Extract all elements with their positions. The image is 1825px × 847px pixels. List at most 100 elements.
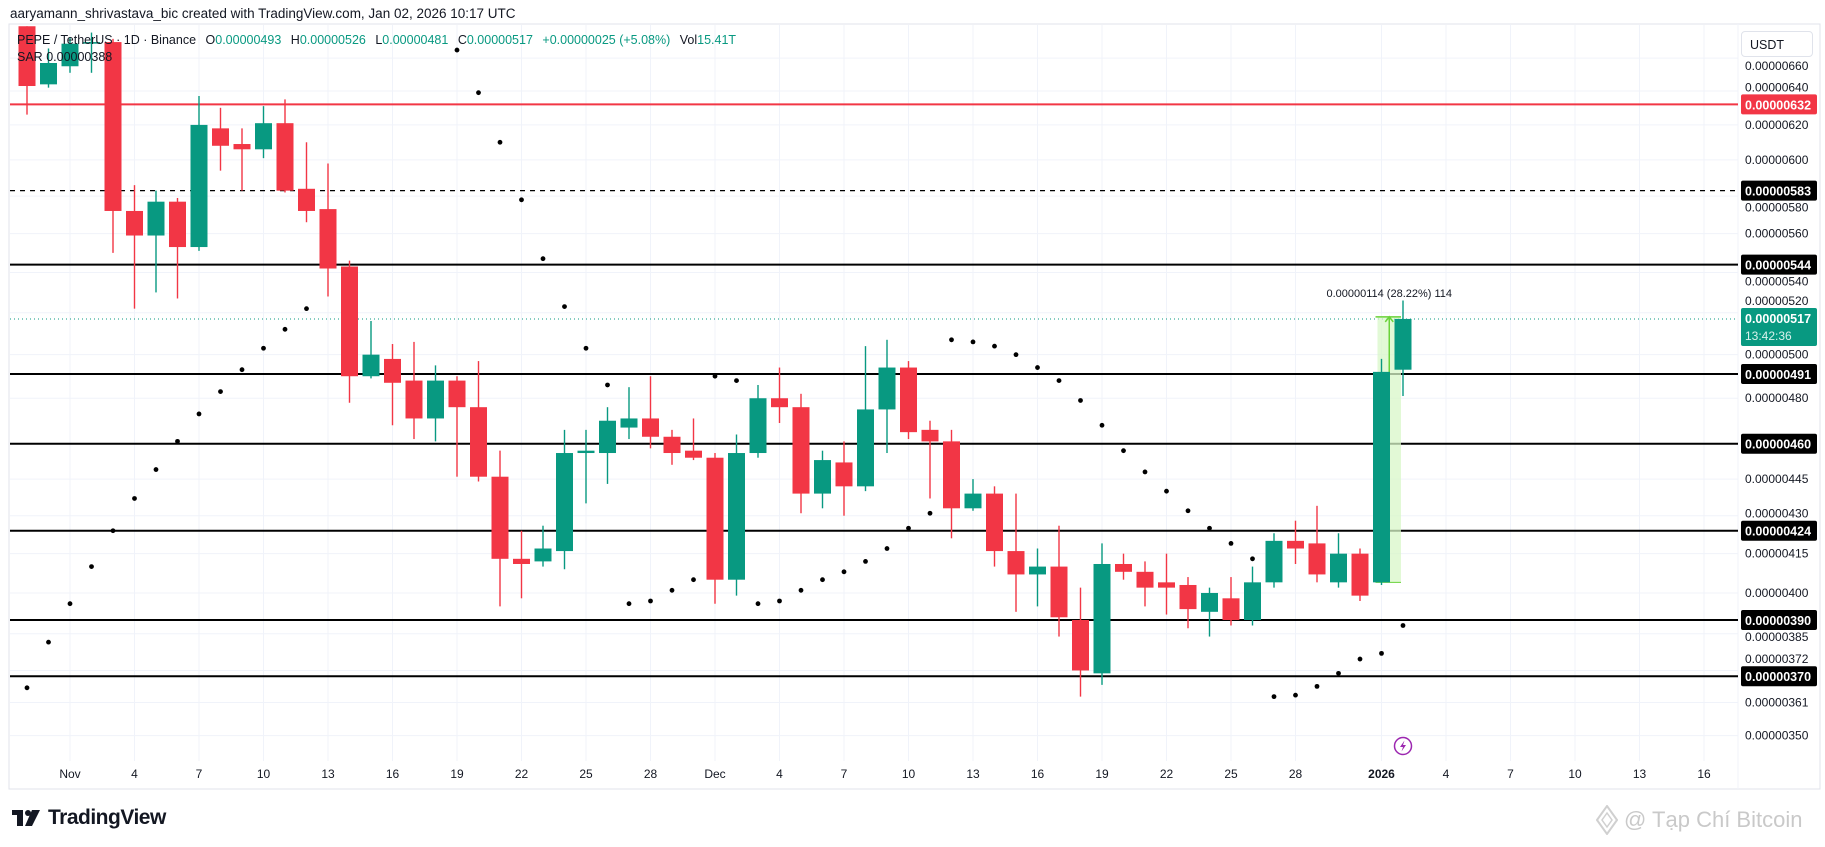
- candle: [298, 142, 315, 223]
- candle-body: [1222, 598, 1240, 621]
- time-axis-label: 2026: [1368, 767, 1395, 781]
- time-axis-label: 28: [1289, 767, 1303, 781]
- candle: [900, 361, 917, 440]
- sar-dot: [218, 389, 223, 394]
- candle-body: [556, 453, 573, 552]
- sar-dot: [562, 304, 567, 310]
- sar-dot: [605, 382, 610, 388]
- candle: [1351, 548, 1369, 602]
- symbol-legend[interactable]: PEPE / TetherUS · 1D · Binance O0.000004…: [17, 33, 736, 47]
- candle: [792, 393, 810, 514]
- candle: [1136, 561, 1154, 607]
- time-axis[interactable]: Nov 4 7 10 13 16 19 22 25 28 Dec 4 7 10 13 16 19 22 25 28 20…: [59, 767, 1711, 781]
- sar-dot: [1314, 683, 1320, 689]
- candle-body: [964, 493, 982, 509]
- price-axis-label: 0.00000540: [1745, 275, 1809, 289]
- time-axis-label: Nov: [59, 767, 80, 781]
- sar-dot: [1035, 365, 1040, 370]
- candle: [319, 163, 337, 297]
- sar-dot: [712, 373, 718, 379]
- candle: [1201, 587, 1218, 637]
- price-tags: 0.00000632 0.00000583 0.00000544 0.00000491…: [1326, 94, 1817, 687]
- sar-dot: [927, 510, 933, 516]
- lightning-icon: [1400, 740, 1406, 752]
- symbol-name[interactable]: PEPE / TetherUS · 1D · Binance: [17, 33, 197, 47]
- currency-button[interactable]: USDT: [1741, 31, 1813, 57]
- candle: [1007, 493, 1025, 612]
- sar-dot: [970, 339, 976, 345]
- measure-arrow-head-icon: [1384, 315, 1394, 323]
- candle-body: [599, 420, 616, 454]
- candle: [169, 197, 186, 299]
- candle: [1179, 577, 1197, 629]
- open-value: 0.00000493: [215, 33, 282, 47]
- price-axis-label: 0.00000600: [1745, 153, 1809, 167]
- candle-body: [986, 493, 1003, 552]
- price-axis-label: 0.00000660: [1745, 59, 1809, 73]
- candle-body: [534, 548, 552, 562]
- time-axis-label: 28: [644, 767, 658, 781]
- candle: [40, 48, 57, 88]
- candle-body: [448, 380, 466, 408]
- candle: [943, 429, 960, 539]
- candle-body: [427, 380, 444, 419]
- sar-legend[interactable]: SAR 0.00000388: [17, 50, 112, 64]
- candle: [1072, 587, 1089, 697]
- sar-dot: [282, 326, 288, 332]
- high-value: 0.00000526: [299, 33, 366, 47]
- sar-dot: [454, 47, 460, 53]
- candle: [104, 38, 122, 253]
- candle: [706, 453, 724, 604]
- candle-body: [771, 398, 788, 408]
- sar-dot: [669, 587, 675, 593]
- tradingview-logo[interactable]: TradingView: [12, 806, 166, 830]
- candle: [405, 341, 423, 440]
- price-axis-label: 0.00000400: [1745, 586, 1809, 600]
- low-value: 0.00000481: [382, 33, 449, 47]
- candle-body: [470, 407, 487, 477]
- level-price-label: 0.00000460: [1745, 438, 1811, 452]
- candle-body: [1287, 540, 1304, 549]
- candle: [362, 321, 380, 379]
- time-axis-label: 13: [1633, 767, 1647, 781]
- time-axis-label: 22: [515, 767, 529, 781]
- level-price-label: 0.00000370: [1745, 670, 1811, 684]
- candle: [427, 365, 444, 442]
- candle-body: [620, 418, 638, 428]
- price-axis-label: 0.00000385: [1745, 630, 1809, 644]
- candle-body: [18, 26, 36, 87]
- event-marker[interactable]: [1393, 736, 1413, 756]
- level-price-tag: [1741, 254, 1817, 275]
- sar-dot: [906, 525, 911, 531]
- candle-body: [857, 409, 874, 487]
- candle-body: [642, 418, 659, 437]
- change-value: +0.00000025 (+5.08%): [542, 33, 671, 47]
- candle-body: [212, 128, 229, 146]
- tradingview-logo-icon: [12, 810, 40, 826]
- chart-credit: aaryamann_shrivastava_bic created with T…: [10, 6, 516, 21]
- watermark: @ Tạp Chí Bitcoin: [1596, 805, 1802, 835]
- time-axis-label: 13: [321, 767, 335, 781]
- level-price-label: 0.00000632: [1745, 98, 1811, 112]
- sar-dot: [1056, 378, 1062, 383]
- time-axis-label: 16: [1697, 767, 1711, 781]
- candle: [513, 530, 530, 599]
- candle-body: [663, 436, 681, 454]
- candle: [1222, 577, 1240, 626]
- candle-body: [577, 450, 595, 454]
- time-axis-label: 25: [1224, 767, 1238, 781]
- candle-body: [921, 429, 939, 442]
- candle: [857, 346, 874, 492]
- candle-body: [61, 43, 79, 67]
- price-axis-label: 0.00000445: [1745, 472, 1809, 486]
- candle: [384, 344, 401, 426]
- candle-body: [384, 358, 401, 383]
- candle-body: [513, 558, 530, 564]
- candle: [620, 387, 638, 440]
- price-axis[interactable]: 0.00000660 0.00000640 0.00000620 0.00000600…: [1745, 59, 1809, 743]
- sar-value: 0.00000388: [46, 50, 113, 64]
- candle-body: [1265, 540, 1283, 583]
- sar-dot: [820, 577, 825, 583]
- sar-dot: [196, 411, 202, 417]
